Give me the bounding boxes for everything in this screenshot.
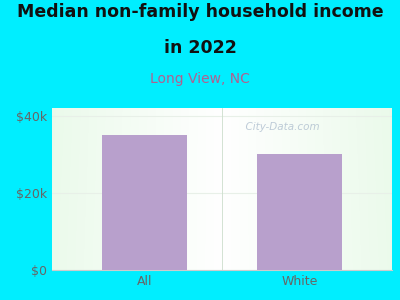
Text: City-Data.com: City-Data.com	[239, 122, 320, 132]
Bar	[102, 135, 187, 270]
Text: in 2022: in 2022	[164, 39, 236, 57]
Text: Long View, NC: Long View, NC	[150, 72, 250, 86]
Text: Median non-family household income: Median non-family household income	[17, 3, 383, 21]
Bar	[257, 154, 342, 270]
